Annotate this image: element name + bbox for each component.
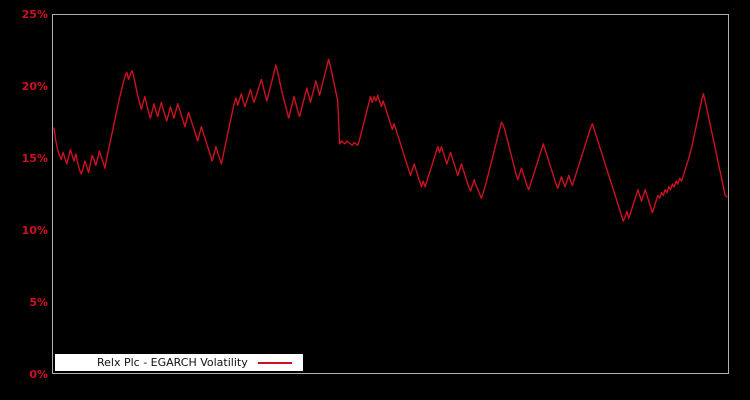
y-tick-label-10: 10% bbox=[21, 224, 48, 237]
y-axis-tick-labels: 25% 20% 15% 10% 5% 0% bbox=[0, 0, 48, 400]
y-tick-label-25: 25% bbox=[21, 8, 48, 21]
y-tick-label-15: 15% bbox=[21, 152, 48, 165]
legend-color-swatch bbox=[257, 361, 292, 364]
legend-label: Relx Plc - EGARCH Volatility bbox=[97, 356, 248, 369]
volatility-line-series bbox=[53, 58, 728, 222]
series-polyline bbox=[53, 58, 728, 222]
chart-legend: Relx Plc - EGARCH Volatility bbox=[55, 354, 303, 371]
y-tick-label-20: 20% bbox=[21, 80, 48, 93]
y-tick-label-0: 0% bbox=[29, 368, 48, 381]
plot-area bbox=[52, 14, 729, 374]
y-tick-label-5: 5% bbox=[29, 296, 48, 309]
